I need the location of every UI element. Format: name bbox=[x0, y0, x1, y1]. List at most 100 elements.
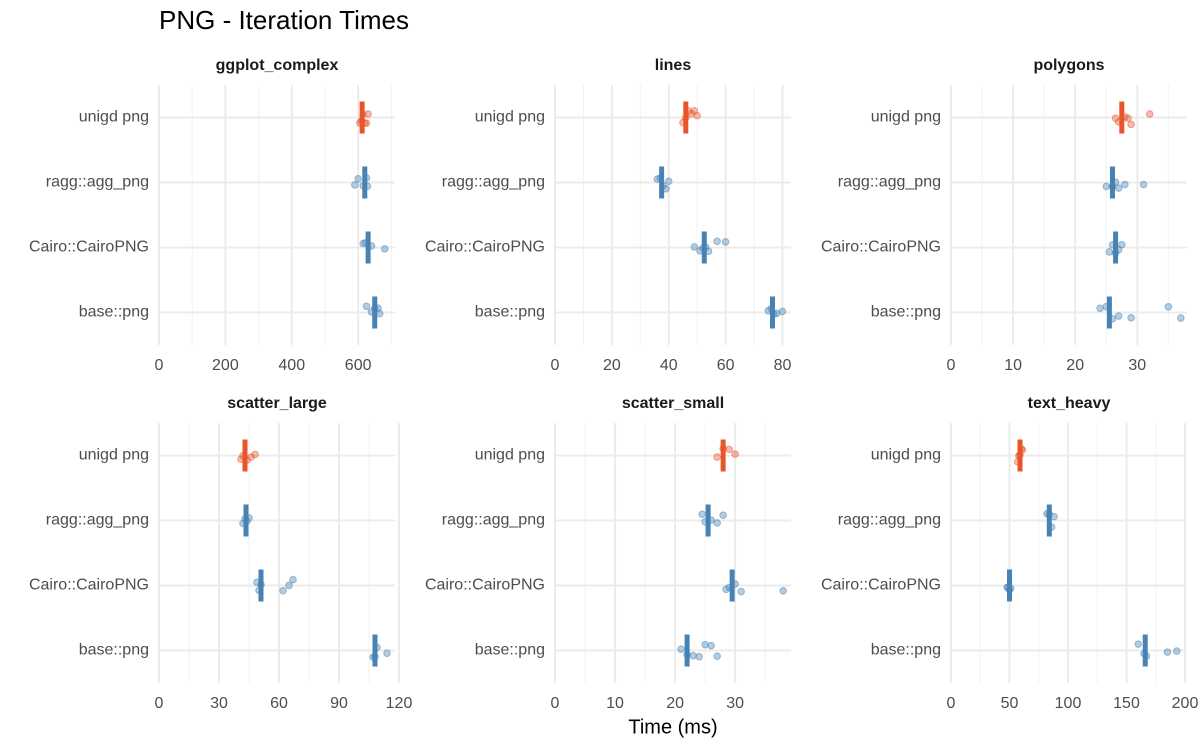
data-point bbox=[707, 641, 715, 650]
x-tick-label: 150 bbox=[1113, 695, 1140, 712]
data-point bbox=[285, 581, 293, 590]
x-tick-label: 0 bbox=[947, 695, 956, 712]
data-point bbox=[664, 177, 673, 186]
y-tick-label: base::png bbox=[871, 304, 941, 321]
y-tick-label: Cairo::CairoPNG bbox=[425, 577, 545, 594]
strip-title: lines bbox=[655, 57, 692, 74]
median-bar bbox=[659, 166, 665, 199]
data-point bbox=[1114, 184, 1123, 192]
data-point bbox=[251, 450, 259, 459]
y-tick-label: base::png bbox=[79, 642, 149, 659]
x-tick-label: 50 bbox=[1001, 695, 1019, 712]
y-tick-label: base::png bbox=[79, 304, 149, 321]
x-tick-label: 400 bbox=[278, 357, 305, 374]
x-tick-label: 20 bbox=[666, 695, 684, 712]
x-tick-label: 30 bbox=[210, 695, 228, 712]
data-point bbox=[1176, 314, 1185, 322]
y-tick-label: ragg::agg_png bbox=[838, 512, 941, 529]
y-tick-label: unigd png bbox=[79, 447, 149, 464]
data-point bbox=[380, 245, 389, 253]
data-point bbox=[1117, 240, 1126, 249]
y-tick-label: unigd png bbox=[475, 447, 545, 464]
data-point bbox=[693, 111, 701, 120]
data-point bbox=[725, 445, 733, 454]
data-point bbox=[1096, 304, 1104, 313]
y-tick-label: Cairo::CairoPNG bbox=[821, 577, 941, 594]
data-point bbox=[689, 651, 697, 660]
data-point bbox=[1139, 180, 1148, 189]
data-point bbox=[1102, 182, 1111, 191]
x-tick-label: 600 bbox=[345, 357, 372, 374]
data-point bbox=[1163, 648, 1172, 656]
median-bar bbox=[705, 504, 711, 537]
data-point bbox=[1114, 312, 1123, 320]
x-tick-label: 20 bbox=[1066, 357, 1084, 374]
data-point bbox=[721, 238, 730, 246]
data-point bbox=[737, 587, 745, 596]
chart-title: PNG - Iteration Times bbox=[159, 5, 409, 35]
median-bar bbox=[258, 569, 264, 602]
median-bar bbox=[683, 101, 689, 134]
data-point bbox=[364, 110, 372, 118]
data-point bbox=[698, 510, 706, 518]
median-bar bbox=[372, 634, 378, 667]
x-tick-label: 30 bbox=[726, 695, 744, 712]
y-tick-label: base::png bbox=[871, 642, 941, 659]
y-tick-label: ragg::agg_png bbox=[442, 512, 545, 529]
median-bar bbox=[243, 504, 249, 537]
median-bar bbox=[684, 634, 690, 667]
strip-title: scatter_large bbox=[227, 395, 327, 412]
median-bar bbox=[372, 296, 378, 329]
data-point bbox=[779, 586, 787, 595]
data-point bbox=[1164, 303, 1173, 311]
median-bar bbox=[701, 231, 707, 264]
data-point bbox=[351, 181, 359, 189]
data-point bbox=[677, 645, 685, 653]
median-bar bbox=[359, 101, 365, 134]
median-bar bbox=[720, 439, 726, 472]
y-tick-label: Cairo::CairoPNG bbox=[821, 239, 941, 256]
data-point bbox=[362, 302, 371, 311]
x-tick-label: 20 bbox=[603, 357, 621, 374]
x-tick-label: 120 bbox=[386, 695, 413, 712]
y-tick-label: unigd png bbox=[79, 109, 149, 126]
data-point bbox=[383, 649, 391, 657]
median-bar bbox=[729, 569, 735, 602]
y-tick-label: unigd png bbox=[475, 109, 545, 126]
data-point bbox=[778, 307, 787, 316]
x-tick-label: 0 bbox=[551, 357, 560, 374]
y-tick-label: base::png bbox=[475, 304, 545, 321]
x-axis-title: Time (ms) bbox=[628, 716, 717, 738]
data-point bbox=[279, 586, 287, 595]
data-point bbox=[701, 640, 709, 649]
data-point bbox=[713, 652, 721, 660]
strip-title: polygons bbox=[1033, 57, 1104, 74]
data-point bbox=[1121, 180, 1129, 189]
median-bar bbox=[365, 231, 371, 264]
median-bar bbox=[1109, 166, 1115, 199]
x-tick-label: 10 bbox=[606, 695, 624, 712]
median-bar bbox=[1113, 231, 1119, 264]
data-point bbox=[1124, 114, 1132, 122]
y-tick-label: Cairo::CairoPNG bbox=[425, 239, 545, 256]
data-point bbox=[1127, 120, 1135, 129]
data-point bbox=[695, 652, 703, 661]
x-tick-label: 200 bbox=[1172, 695, 1199, 712]
y-tick-label: ragg::agg_png bbox=[46, 512, 149, 529]
y-tick-label: unigd png bbox=[871, 109, 941, 126]
strip-title: scatter_small bbox=[622, 395, 724, 412]
y-tick-label: Cairo::CairoPNG bbox=[29, 577, 149, 594]
data-point bbox=[247, 453, 255, 461]
data-point bbox=[1127, 314, 1135, 322]
x-tick-label: 0 bbox=[155, 357, 164, 374]
data-point bbox=[731, 450, 739, 458]
data-point bbox=[713, 453, 721, 461]
median-bar bbox=[1106, 296, 1112, 329]
median-bar bbox=[1046, 504, 1052, 537]
y-tick-label: ragg::agg_png bbox=[442, 174, 545, 191]
data-point bbox=[713, 519, 721, 527]
y-tick-label: ragg::agg_png bbox=[838, 174, 941, 191]
x-tick-label: 60 bbox=[270, 695, 288, 712]
x-tick-label: 0 bbox=[155, 695, 164, 712]
